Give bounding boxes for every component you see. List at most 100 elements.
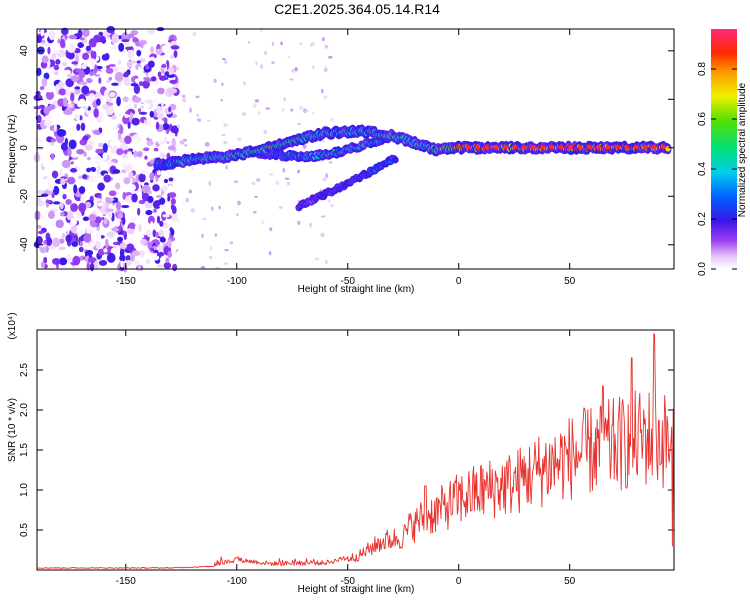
noise-speckle (171, 137, 176, 148)
noise-speckle (43, 106, 51, 115)
noise-speckle (153, 208, 157, 213)
noise-speckle (327, 55, 333, 59)
noise-speckle (109, 140, 116, 147)
noise-speckle (99, 111, 104, 121)
noise-speckle (162, 214, 170, 218)
noise-speckle (119, 265, 125, 271)
noise-speckle (102, 142, 108, 153)
noise-speckle (138, 173, 146, 183)
noise-speckle (324, 259, 328, 265)
noise-speckle (35, 236, 43, 245)
noise-speckle (168, 106, 172, 113)
noise-speckle (70, 92, 75, 102)
noise-speckle (93, 154, 102, 164)
noise-speckle (156, 170, 161, 176)
noise-speckle (108, 190, 116, 197)
noise-speckle (122, 157, 129, 166)
noise-speckle (106, 79, 111, 84)
noise-speckle (46, 87, 54, 93)
noise-speckle (45, 90, 55, 101)
peak-echo-dot (605, 144, 611, 150)
noise-speckle (215, 266, 220, 269)
noise-speckle (93, 198, 102, 202)
noise-speckle (91, 167, 97, 172)
noise-speckle (78, 70, 86, 79)
noise-speckle (81, 85, 90, 95)
noise-speckle (55, 84, 60, 93)
noise-speckle (304, 109, 309, 112)
noise-speckle (200, 266, 206, 269)
noise-speckle (114, 220, 121, 227)
noise-speckle (121, 204, 130, 209)
noise-speckle (177, 124, 180, 129)
noise-speckle (201, 233, 204, 238)
noise-speckle (167, 239, 172, 248)
noise-speckle (61, 27, 69, 36)
peak-echo-dot (512, 144, 517, 150)
noise-speckle (144, 31, 149, 37)
noise-speckle (122, 263, 128, 273)
noise-speckle (106, 231, 115, 239)
noise-speckle (78, 255, 86, 261)
noise-speckle (297, 199, 300, 203)
noise-speckle (86, 224, 92, 235)
noise-speckle (128, 97, 132, 108)
noise-speckle (117, 236, 124, 243)
noise-speckle (162, 222, 169, 229)
noise-speckle (73, 250, 79, 256)
noise-speckle (265, 107, 271, 110)
y-tick-label: -20 (19, 189, 30, 204)
noise-speckle (127, 121, 131, 129)
noise-speckle (108, 76, 113, 81)
noise-speckle (263, 129, 268, 135)
noise-speckle (100, 95, 105, 100)
y-tick-label: 20 (19, 93, 30, 105)
noise-speckle (252, 103, 257, 108)
noise-speckle (174, 83, 179, 88)
noise-speckle (208, 180, 211, 186)
noise-speckle (66, 39, 71, 50)
spectrogram-y-label: Frequency (Hz) (7, 115, 18, 184)
noise-speckle (67, 74, 73, 78)
noise-speckle (85, 201, 92, 208)
noise-speckle (150, 76, 157, 82)
noise-speckle (63, 109, 73, 115)
noise-speckle (220, 99, 223, 102)
noise-speckle (36, 224, 42, 229)
noise-speckle (116, 96, 121, 107)
noise-speckle (170, 197, 176, 205)
noise-speckle (149, 172, 155, 181)
noise-speckle (67, 254, 71, 264)
noise-speckle (271, 41, 274, 46)
noise-speckle (96, 175, 103, 180)
noise-speckle (155, 194, 163, 199)
noise-speckle (89, 58, 96, 67)
noise-speckle (120, 260, 124, 268)
snr-y-label: SNR (10 * v/v) (7, 398, 18, 462)
noise-speckle (51, 49, 60, 54)
noise-speckle (111, 114, 117, 120)
noise-speckle (89, 241, 95, 249)
peak-echo-dot (642, 144, 648, 150)
noise-speckle (53, 64, 60, 71)
noise-speckle (155, 121, 160, 130)
noise-speckle (261, 220, 265, 224)
noise-speckle (281, 107, 285, 112)
noise-speckle (152, 200, 162, 209)
noise-speckle (143, 226, 148, 236)
noise-speckle (74, 86, 81, 90)
noise-speckle (159, 153, 168, 158)
noise-speckle (40, 27, 45, 37)
noise-speckle (131, 215, 137, 223)
noise-speckle (122, 191, 127, 200)
noise-speckle (70, 153, 80, 158)
peak-echo-dot (596, 144, 601, 150)
noise-speckle (156, 215, 161, 224)
x-tick-label: -100 (227, 576, 247, 587)
noise-speckle (34, 137, 42, 143)
noise-speckle (86, 77, 93, 84)
noise-speckle (70, 225, 77, 234)
noise-speckle (284, 177, 290, 180)
noise-speckle (173, 50, 178, 58)
noise-speckle (138, 81, 144, 87)
